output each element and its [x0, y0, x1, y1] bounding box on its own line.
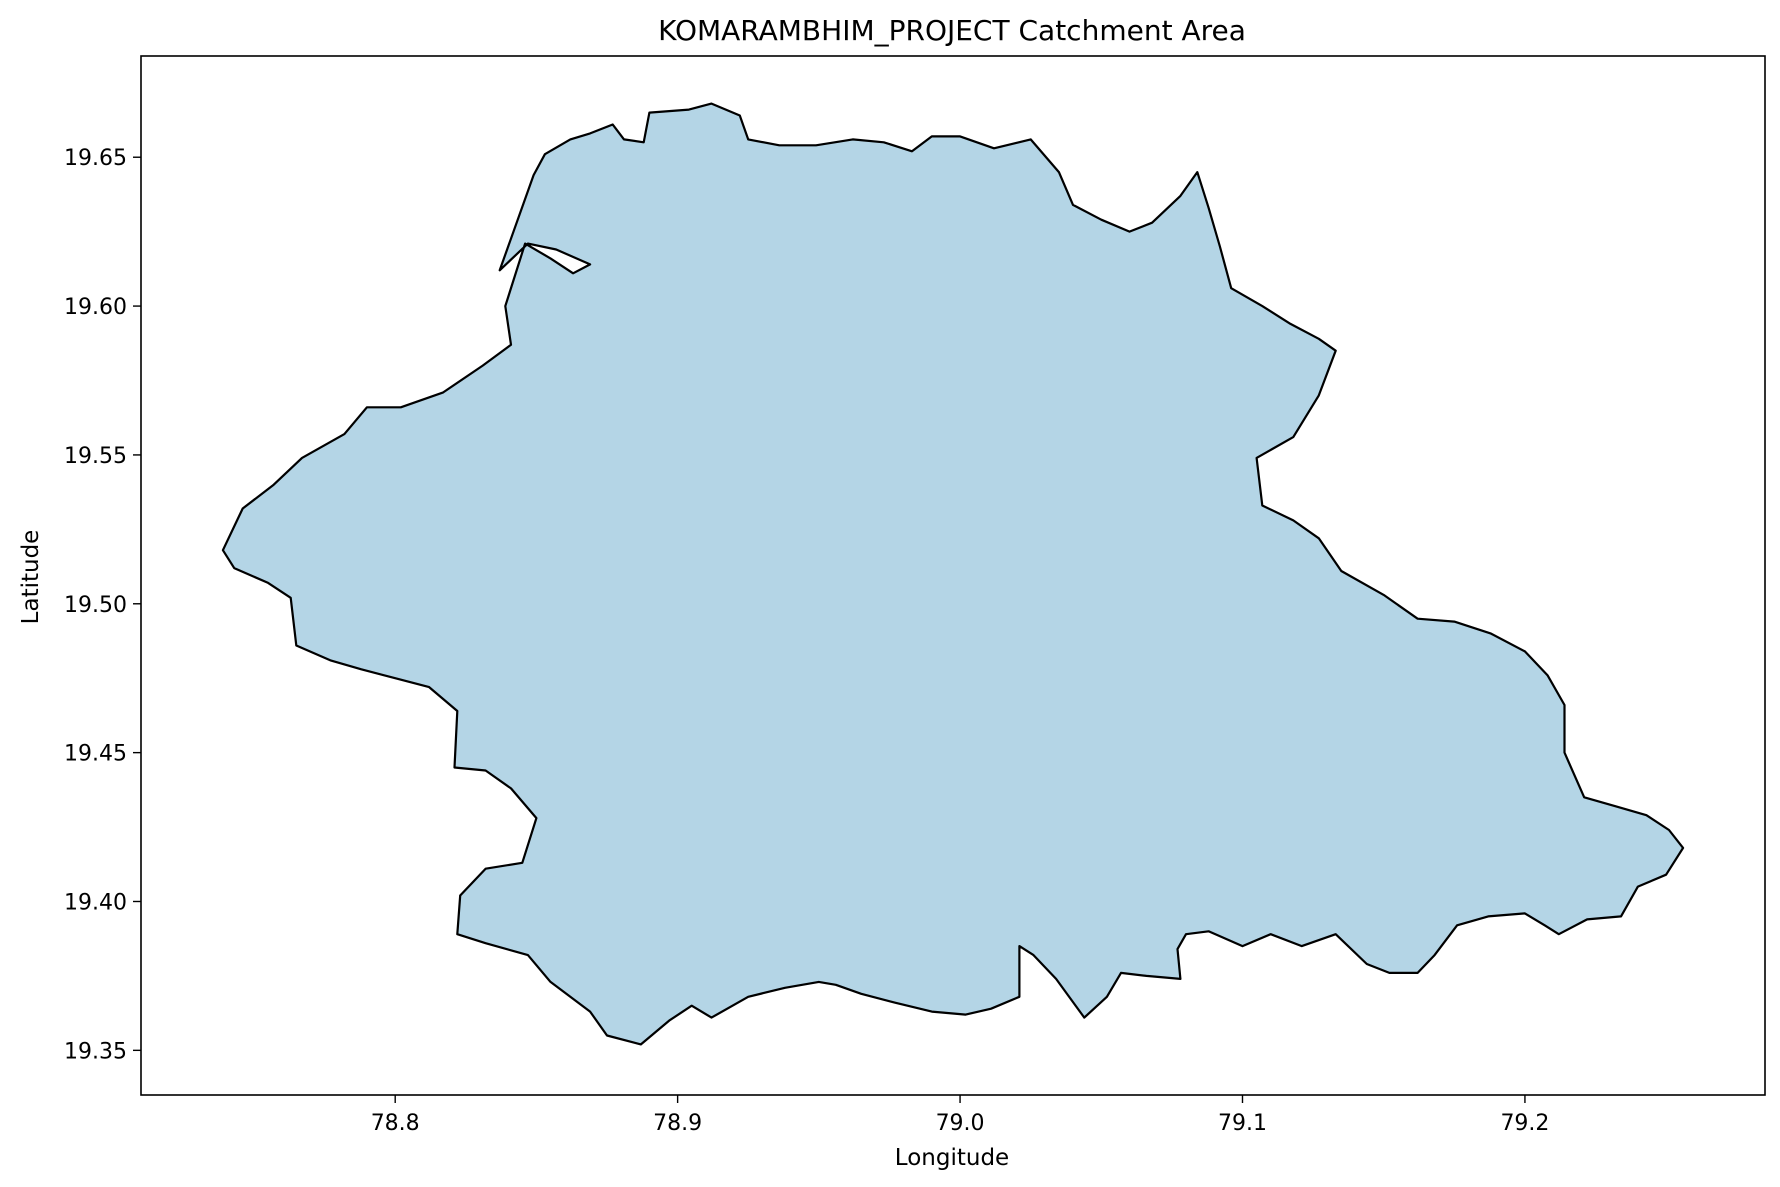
- x-tick-label: 78.9: [653, 1111, 702, 1136]
- x-tick-label: 79.2: [1500, 1111, 1549, 1136]
- y-tick-label: 19.60: [64, 295, 127, 320]
- y-tick-label: 19.55: [64, 444, 127, 469]
- x-tick-label: 79.0: [936, 1111, 985, 1136]
- y-tick-label: 19.50: [64, 593, 127, 618]
- plot-frame: [140, 55, 1766, 1096]
- x-axis-title: Longitude: [895, 1145, 1009, 1171]
- y-tick-label: 19.35: [64, 1039, 127, 1064]
- y-tick-label: 19.40: [64, 890, 127, 915]
- map-layer: [221, 102, 1685, 1046]
- y-tick-label: 19.65: [64, 146, 127, 171]
- y-axis-title: Latitude: [18, 530, 44, 625]
- x-axis: 78.8 78.9 79.0 79.1 79.2: [371, 1095, 1549, 1136]
- x-tick-label: 79.1: [1218, 1111, 1267, 1136]
- y-tick-label: 19.45: [64, 742, 127, 767]
- x-tick-label: 78.8: [371, 1111, 420, 1136]
- catchment-area-polygon: [221, 102, 1685, 1046]
- chart-title: KOMARAMBHIM_PROJECT Catchment Area: [658, 14, 1246, 47]
- y-axis: 19.35 19.40 19.45 19.50 19.55 19.60 19.65: [64, 146, 141, 1064]
